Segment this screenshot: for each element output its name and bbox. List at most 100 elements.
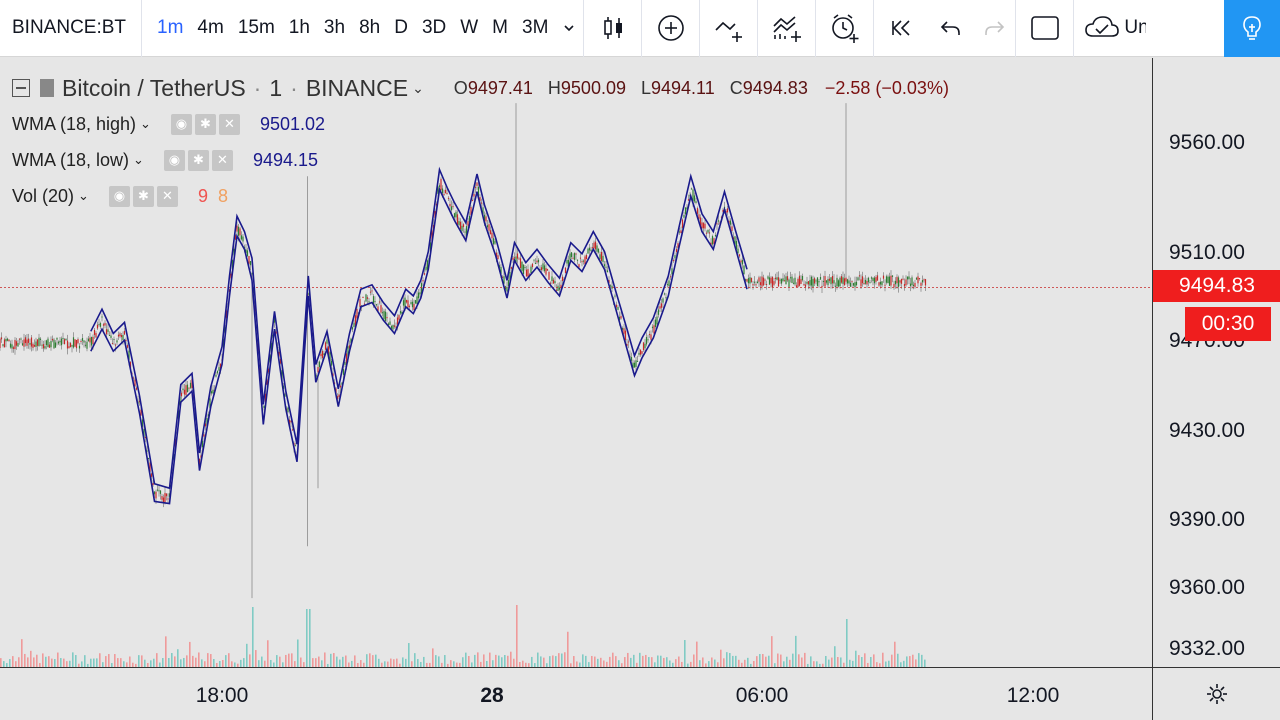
symbol-search[interactable]: BINANCE:BT [0,0,142,57]
interval-m[interactable]: M [492,17,508,38]
volume-bar [438,656,440,667]
interval-d[interactable]: D [394,17,408,38]
candle-body [497,255,499,260]
candle-body [635,360,637,367]
gear-icon[interactable]: ✱ [194,113,216,135]
separator: · [290,74,298,101]
volume-bar [810,656,812,667]
candle-body [0,338,1,348]
close-icon[interactable]: ✕ [218,113,240,135]
ideas-button[interactable] [1224,0,1280,57]
gear-icon[interactable]: ✱ [132,185,154,207]
chevron-down-icon[interactable]: ⌄ [78,188,89,203]
candle-body [699,217,702,226]
candle-body [653,325,655,334]
fundamentals-icon[interactable] [758,0,817,57]
interval-15m[interactable]: 15m [237,17,275,38]
price-chart[interactable] [0,58,1152,667]
close-icon[interactable]: ✕ [156,185,178,207]
candle-body [525,269,528,277]
interval-3h[interactable]: 3h [323,17,346,38]
main-series-legend[interactable]: Bitcoin / TetherUS · 1 · BINANCE ⌄ O9497… [12,70,949,106]
volume-bar [606,661,608,667]
eye-icon[interactable]: ◉ [163,149,185,171]
symbol-title[interactable]: Bitcoin / TetherUS [62,74,246,101]
candle-body [318,361,321,368]
volume-bar [750,663,752,667]
candle-body [447,197,450,199]
candle-body [122,334,124,341]
volume-bar [135,663,137,667]
eye-icon[interactable]: ◉ [108,185,130,207]
candle-body [30,337,33,347]
chart-settings-button[interactable] [1152,667,1280,720]
chevron-down-icon[interactable]: ⌄ [133,152,144,167]
volume-bar [423,656,425,667]
candle-body [485,216,487,222]
wma-low-line[interactable] [90,186,748,505]
volume-bar [618,660,620,667]
indicator-name[interactable]: WMA (18, low) [12,149,130,170]
candle-body [60,338,63,346]
volume-bar [849,659,851,667]
volume-bar [804,652,806,667]
volume-bar [300,657,302,667]
candle-body [923,279,925,281]
compare-icon[interactable] [700,0,759,57]
candle-body [233,248,235,256]
gear-icon[interactable]: ✱ [187,149,209,171]
redo-icon[interactable] [972,0,1017,57]
chevron-down-icon[interactable]: ⌄ [412,79,424,96]
indicator-name[interactable]: WMA (18, high) [12,113,137,134]
volume-bar [156,653,158,667]
candle-body [594,241,597,250]
volume-bar [345,655,347,667]
wma-high-line[interactable] [90,166,748,490]
volume-bar [297,639,299,667]
candle-body [351,327,354,330]
indicator-wma-low[interactable]: WMA (18, low) ⌄ ◉ ✱ ✕ 9494.15 [12,142,949,178]
interval-w[interactable]: W [460,17,479,38]
save-layout-button[interactable]: Un [1074,0,1146,57]
volume-bar [243,658,245,667]
volume-bar [186,655,188,667]
fullscreen-icon[interactable] [1016,0,1075,57]
interval-3d[interactable]: 3D [421,17,447,38]
interval-3m[interactable]: 3M [522,17,549,38]
undo-icon[interactable] [930,0,972,57]
indicator-wma-high[interactable]: WMA (18, high) ⌄ ◉ ✱ ✕ 9501.02 [12,106,949,142]
candle-body [849,282,852,287]
chevron-down-icon[interactable]: ⌄ [140,116,151,131]
eye-icon[interactable]: ◉ [170,113,192,135]
candle-body [281,370,283,381]
candle-body [530,266,532,273]
interval-1m[interactable]: 1m [157,17,184,38]
indicator-volume[interactable]: Vol (20) ⌄ ◉ ✱ ✕ 9 8 [12,178,949,214]
close-icon[interactable]: ✕ [211,149,233,171]
volume-bar [816,661,818,667]
volume-bar [888,660,890,667]
interval-1h[interactable]: 1h [288,17,310,38]
chevron-down-icon[interactable] [555,0,583,57]
candle-body [648,334,651,336]
candle-style-icon[interactable] [584,0,643,57]
interval-4m[interactable]: 4m [197,17,224,38]
alert-icon[interactable] [816,0,875,57]
volume-bar [630,657,632,667]
flag-icon[interactable] [40,79,54,97]
candle-body [762,277,765,286]
candle-body [465,226,468,237]
replay-icon[interactable] [874,0,930,57]
interval-8h[interactable]: 8h [359,17,381,38]
candle-body [249,261,252,266]
collapse-legend-icon[interactable] [12,79,30,97]
indicators-icon[interactable] [642,0,701,57]
candle-body [284,394,286,397]
volume-bar [912,654,914,667]
indicator-name[interactable]: Vol (20) [12,185,75,206]
candle-body [251,273,253,275]
candle-body [161,496,163,500]
candle-body [552,279,555,284]
time-axis[interactable]: 18:00 28 06:00 12:00 [0,667,1152,720]
price-axis[interactable]: 9560.00 9510.00 9470.00 9430.00 9390.00 … [1152,58,1280,667]
